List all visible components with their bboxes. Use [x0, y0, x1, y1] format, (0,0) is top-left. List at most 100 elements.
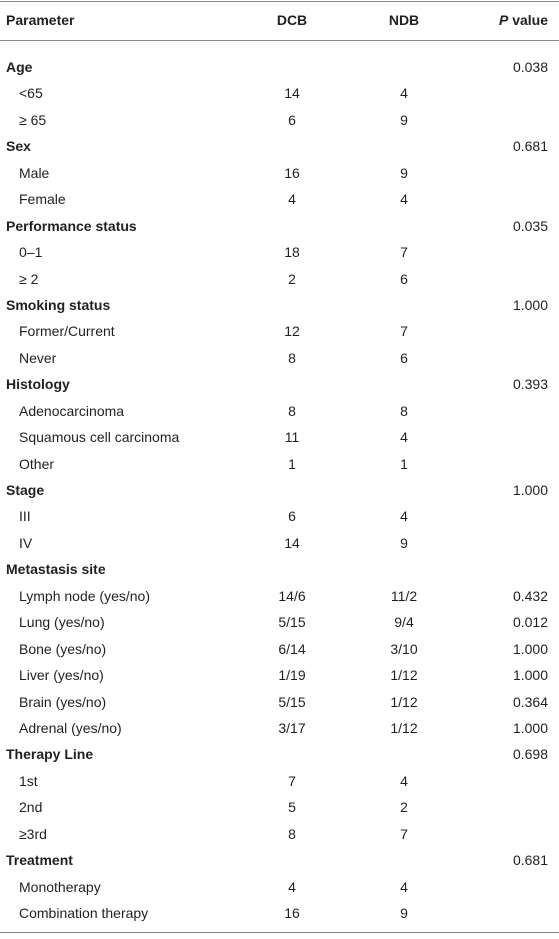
dcb-value: 8 — [288, 825, 296, 842]
p-value: 0.681 — [512, 138, 548, 155]
ndb-value: 7 — [400, 825, 408, 842]
row-label: Brain (yes/no) — [19, 693, 107, 710]
dcb-value: 14/6 — [278, 587, 306, 604]
ndb-value: 6 — [400, 349, 408, 366]
p-value: 1.000 — [512, 296, 548, 313]
ndb-value: 7 — [400, 323, 408, 340]
dcb-value: 2 — [288, 270, 296, 287]
ndb-value: 1/12 — [390, 693, 418, 710]
row-label: Adenocarcinoma — [19, 402, 125, 419]
p-value: 0.012 — [512, 614, 548, 631]
row-label: Combination therapy — [19, 905, 149, 922]
dcb-value: 6 — [288, 508, 296, 525]
ndb-value: 1/12 — [390, 720, 418, 736]
group-label: Performance status — [6, 217, 137, 234]
row-label: ≥ 2 — [19, 270, 39, 287]
dcb-value: 7 — [288, 772, 296, 789]
ndb-value: 7 — [400, 244, 408, 261]
group-label: Age — [6, 59, 33, 75]
dcb-value: 5/15 — [278, 693, 306, 710]
ndb-value: 4 — [400, 429, 408, 446]
p-value: 0.393 — [512, 376, 548, 393]
dcb-value: 8 — [288, 349, 296, 366]
dcb-value: 12 — [284, 323, 300, 340]
p-value: 1.000 — [512, 640, 548, 657]
ndb-value: 11/2 — [390, 587, 418, 604]
header-text: value — [512, 12, 548, 28]
row-label: 1st — [19, 772, 38, 789]
row-label: 2nd — [19, 799, 43, 816]
p-value: 0.432 — [512, 587, 548, 604]
row-label: Lymph node (yes/no) — [19, 587, 150, 604]
row-label: Never — [19, 349, 57, 366]
group-label: Treatment — [6, 852, 73, 869]
row-label: Monotherapy — [19, 878, 101, 895]
header-cell: DCB — [276, 12, 308, 28]
dcb-value: 16 — [284, 905, 300, 922]
row-label: IV — [19, 534, 33, 551]
p-value: 1.000 — [512, 667, 548, 684]
p-value: 0.698 — [512, 746, 548, 763]
dcb-value: 4 — [288, 878, 296, 895]
dcb-value: 3/17 — [278, 720, 306, 736]
ndb-value: 9 — [400, 534, 408, 551]
dcb-value: 5 — [288, 799, 296, 816]
group-label: Histology — [6, 376, 70, 393]
ndb-value: 6 — [400, 270, 408, 287]
row-label: Adrenal (yes/no) — [19, 720, 122, 736]
p-value: 1.000 — [512, 482, 548, 499]
dcb-value: 1 — [288, 455, 296, 472]
row-label: Female — [19, 191, 66, 208]
ndb-value: 4 — [400, 772, 408, 789]
dcb-value: 18 — [284, 244, 300, 261]
dcb-value: 8 — [288, 402, 296, 419]
row-label: Squamous cell carcinoma — [19, 429, 180, 446]
row-label: Other — [19, 455, 55, 472]
ndb-value: 3/10 — [390, 640, 418, 657]
p-value: 0.035 — [512, 217, 548, 234]
header-cell: P value — [499, 10, 548, 30]
ndb-value: 9 — [400, 111, 408, 128]
row-label: Bone (yes/no) — [19, 640, 107, 657]
row-label: <65 — [19, 85, 43, 102]
ndb-value: 4 — [400, 508, 408, 525]
dcb-value: 11 — [284, 429, 300, 446]
row-label: ≥3rd — [19, 825, 47, 842]
group-label: Sex — [6, 138, 31, 155]
header-italic: P — [498, 12, 509, 28]
header-cell: Parameter — [6, 12, 75, 28]
dcb-value: 4 — [288, 191, 296, 208]
group-label: Metastasis site — [6, 561, 106, 578]
ndb-value: 1/12 — [390, 667, 418, 684]
ndb-value: 4 — [400, 85, 408, 102]
dcb-value: 1/19 — [278, 667, 306, 684]
row-label: III — [19, 508, 31, 525]
p-value: 1.000 — [512, 720, 548, 736]
dcb-value: 6/14 — [278, 640, 306, 657]
ndb-value: 4 — [400, 191, 408, 208]
row-label: 0–1 — [19, 244, 43, 261]
ndb-value: 9 — [400, 905, 408, 922]
row-label: Male — [19, 164, 50, 181]
row-label: Former/Current — [19, 323, 115, 340]
header-cell: NDB — [388, 12, 420, 28]
p-value: 0.364 — [512, 693, 548, 710]
p-value: 0.681 — [512, 852, 548, 869]
row-label: Liver (yes/no) — [19, 667, 104, 684]
bottom-rule — [0, 932, 559, 933]
top-rule — [0, 1, 559, 2]
ndb-value: 2 — [400, 799, 408, 816]
dcb-value: 14 — [284, 85, 300, 102]
ndb-value: 1 — [400, 455, 408, 472]
row-label: ≥ 65 — [19, 111, 47, 128]
dcb-value: 6 — [288, 111, 296, 128]
ndb-value: 9/4 — [394, 614, 414, 631]
ndb-value: 9 — [400, 164, 408, 181]
dcb-value: 16 — [284, 164, 300, 181]
group-label: Therapy Line — [6, 746, 94, 763]
dcb-value: 14 — [284, 534, 300, 551]
group-label: Stage — [6, 482, 45, 499]
dcb-value: 5/15 — [278, 614, 306, 631]
p-value: 0.038 — [512, 59, 548, 75]
